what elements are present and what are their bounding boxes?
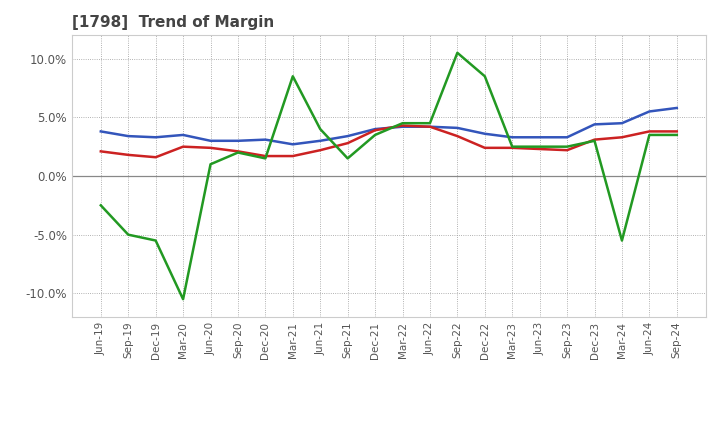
Net Income <box>289 154 297 159</box>
Ordinary Income <box>343 133 352 139</box>
Net Income <box>206 145 215 150</box>
Operating Cashflow <box>124 232 132 237</box>
Ordinary Income <box>645 109 654 114</box>
Net Income <box>508 145 516 150</box>
Net Income <box>124 152 132 158</box>
Line: Ordinary Income: Ordinary Income <box>101 108 677 144</box>
Operating Cashflow <box>480 73 489 79</box>
Ordinary Income <box>398 124 407 129</box>
Net Income <box>398 123 407 128</box>
Ordinary Income <box>206 138 215 143</box>
Net Income <box>672 129 681 134</box>
Ordinary Income <box>508 135 516 140</box>
Net Income <box>96 149 105 154</box>
Operating Cashflow <box>398 121 407 126</box>
Ordinary Income <box>453 125 462 131</box>
Ordinary Income <box>96 129 105 134</box>
Net Income <box>618 135 626 140</box>
Operating Cashflow <box>233 150 242 155</box>
Ordinary Income <box>618 121 626 126</box>
Operating Cashflow <box>563 144 572 149</box>
Ordinary Income <box>426 124 434 129</box>
Ordinary Income <box>316 138 325 143</box>
Line: Operating Cashflow: Operating Cashflow <box>101 53 677 299</box>
Net Income <box>590 137 599 142</box>
Ordinary Income <box>371 126 379 132</box>
Operating Cashflow <box>645 132 654 138</box>
Net Income <box>371 128 379 133</box>
Net Income <box>261 154 270 159</box>
Operating Cashflow <box>508 144 516 149</box>
Operating Cashflow <box>590 138 599 143</box>
Operating Cashflow <box>343 156 352 161</box>
Net Income <box>536 147 544 152</box>
Ordinary Income <box>179 132 187 138</box>
Operating Cashflow <box>371 132 379 138</box>
Ordinary Income <box>233 138 242 143</box>
Net Income <box>233 149 242 154</box>
Ordinary Income <box>151 135 160 140</box>
Line: Net Income: Net Income <box>101 125 677 157</box>
Ordinary Income <box>261 137 270 142</box>
Operating Cashflow <box>289 73 297 79</box>
Ordinary Income <box>480 131 489 136</box>
Operating Cashflow <box>261 156 270 161</box>
Ordinary Income <box>672 105 681 110</box>
Operating Cashflow <box>672 132 681 138</box>
Ordinary Income <box>563 135 572 140</box>
Operating Cashflow <box>179 297 187 302</box>
Operating Cashflow <box>453 50 462 55</box>
Operating Cashflow <box>96 203 105 208</box>
Net Income <box>343 140 352 146</box>
Net Income <box>316 147 325 153</box>
Operating Cashflow <box>206 161 215 167</box>
Operating Cashflow <box>316 126 325 132</box>
Net Income <box>453 133 462 139</box>
Operating Cashflow <box>426 121 434 126</box>
Text: [1798]  Trend of Margin: [1798] Trend of Margin <box>72 15 274 30</box>
Net Income <box>480 145 489 150</box>
Net Income <box>151 154 160 160</box>
Net Income <box>179 144 187 149</box>
Operating Cashflow <box>618 238 626 243</box>
Net Income <box>645 129 654 134</box>
Net Income <box>426 124 434 129</box>
Ordinary Income <box>536 135 544 140</box>
Ordinary Income <box>590 122 599 127</box>
Ordinary Income <box>289 142 297 147</box>
Operating Cashflow <box>536 144 544 149</box>
Operating Cashflow <box>151 238 160 243</box>
Ordinary Income <box>124 133 132 139</box>
Net Income <box>563 147 572 153</box>
